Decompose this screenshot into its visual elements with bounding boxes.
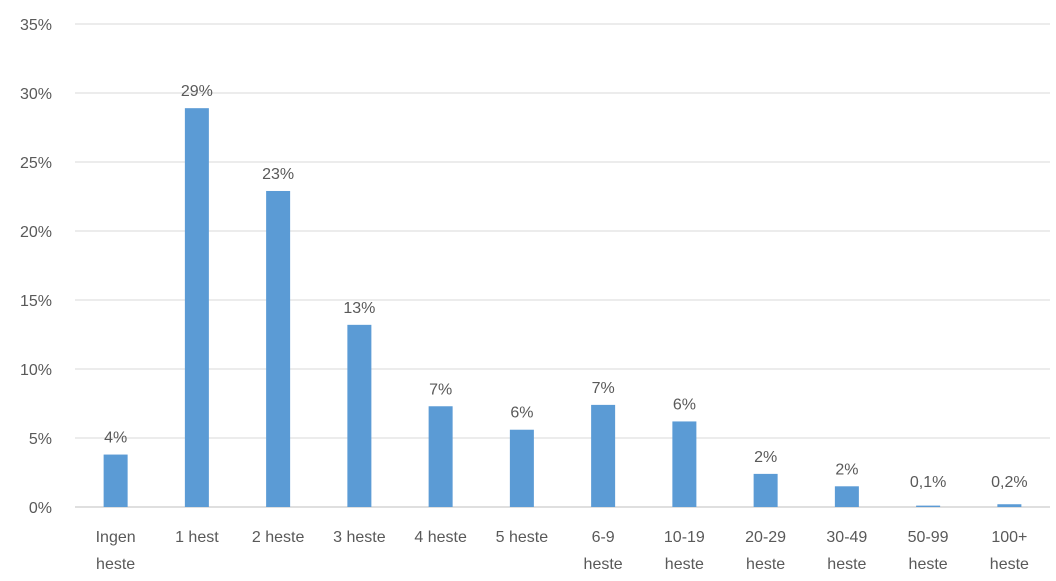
y-tick-label: 5% — [29, 431, 52, 448]
y-tick-label: 35% — [20, 17, 52, 34]
data-label: 2% — [754, 449, 777, 466]
bar — [509, 429, 534, 507]
data-label: 13% — [343, 300, 375, 317]
data-label: 0,2% — [991, 474, 1027, 491]
x-tick-label: 30-49 heste — [826, 529, 867, 573]
x-tick-label: 6-9 heste — [584, 529, 623, 573]
bar — [997, 504, 1022, 507]
bar — [428, 406, 453, 507]
bar — [103, 454, 128, 507]
data-label: 7% — [592, 380, 615, 397]
data-label: 0,1% — [910, 474, 946, 491]
x-tick-label: 10-19 heste — [664, 529, 705, 573]
x-tick-label: 20-29 heste — [745, 529, 786, 573]
bar — [266, 190, 291, 508]
data-label: 6% — [673, 396, 696, 413]
x-tick-label: 3 heste — [333, 529, 386, 546]
bar — [753, 473, 778, 507]
x-tick-label: 5 heste — [496, 529, 549, 546]
data-label: 4% — [104, 430, 127, 447]
x-tick-label: 100+ heste — [990, 529, 1029, 573]
y-tick-label: 20% — [20, 224, 52, 241]
y-tick-label: 15% — [20, 293, 52, 310]
bar — [591, 404, 616, 507]
y-tick-label: 10% — [20, 362, 52, 379]
data-label: 7% — [429, 381, 452, 398]
y-axis-ticks: 0% 5% 10% 15% 20% 25% 30% 35% — [20, 17, 52, 517]
gridlines — [75, 23, 1050, 508]
x-tick-label: 50-99 heste — [908, 529, 949, 573]
data-label: 29% — [181, 83, 213, 100]
x-tick-label: Ingen heste — [96, 529, 136, 573]
bars — [103, 108, 1022, 508]
y-tick-label: 25% — [20, 155, 52, 172]
x-tick-label: 1 hest — [175, 529, 219, 546]
data-label: 6% — [510, 405, 533, 422]
x-axis-categories: Ingen heste 1 hest 2 heste 3 heste 4 heste 5 h… — [96, 529, 1029, 573]
y-tick-label: 0% — [29, 500, 52, 517]
bar — [672, 421, 697, 507]
y-tick-label: 30% — [20, 86, 52, 103]
bar — [347, 324, 372, 507]
x-tick-label: 4 heste — [414, 529, 467, 546]
bar — [184, 108, 209, 508]
data-label: 2% — [835, 461, 858, 478]
bar — [834, 486, 859, 507]
x-tick-label: 2 heste — [252, 529, 305, 546]
bar — [916, 505, 941, 507]
data-labels: 4% 29% 23% 13% 7% 6% 7% 6% 2% 2% 0,1% 0,2% — [104, 83, 1028, 491]
data-label: 23% — [262, 166, 294, 183]
